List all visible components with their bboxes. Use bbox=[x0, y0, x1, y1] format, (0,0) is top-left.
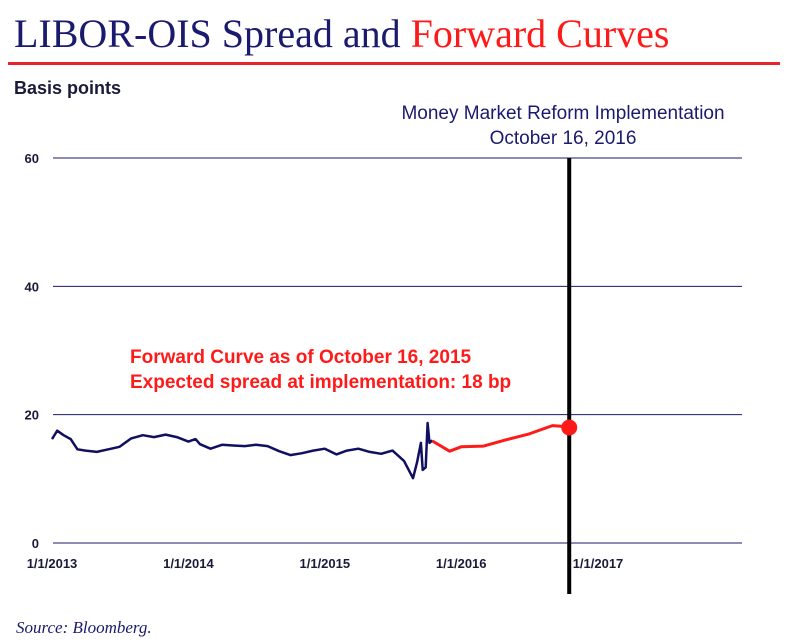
title-accent: Forward Curves bbox=[410, 11, 670, 56]
y-tick-label-0: 0 bbox=[32, 536, 39, 551]
forward-annotation-line2: Expected spread at implementation: 18 bp bbox=[130, 372, 512, 393]
reform-annotation-line1: Money Market Reform Implementation bbox=[401, 103, 725, 124]
x-tick-label-2014: 1/1/2014 bbox=[163, 556, 214, 571]
x-tick-label-2016: 1/1/2016 bbox=[436, 556, 487, 571]
title-underline bbox=[8, 62, 780, 65]
chart-title: LIBOR-OIS Spread and Forward Curves bbox=[14, 8, 669, 60]
reform-annotation: Money Market Reform Implementation Octob… bbox=[380, 101, 746, 151]
series-line-forward bbox=[431, 424, 570, 453]
y-tick-label-20: 20 bbox=[25, 408, 39, 423]
forward-annotation: Forward Curve as of October 16, 2015 Exp… bbox=[130, 345, 511, 395]
y-axis-label: Basis points bbox=[14, 78, 122, 98]
implementation-point bbox=[561, 419, 578, 436]
x-tick-label-2015: 1/1/2015 bbox=[300, 556, 351, 571]
title-main: LIBOR-OIS Spread and bbox=[14, 11, 411, 56]
reform-annotation-line2: October 16, 2016 bbox=[489, 128, 637, 149]
series-line-historical bbox=[50, 421, 434, 480]
x-tick-label-2017: 1/1/2017 bbox=[573, 556, 624, 571]
x-tick-label-2013: 1/1/2013 bbox=[27, 556, 78, 571]
y-tick-label-60: 60 bbox=[25, 151, 39, 166]
y-tick-label-40: 40 bbox=[25, 279, 39, 294]
forward-annotation-line1: Forward Curve as of October 16, 2015 bbox=[130, 347, 472, 368]
source-note: Source: Bloomberg. bbox=[16, 618, 152, 637]
